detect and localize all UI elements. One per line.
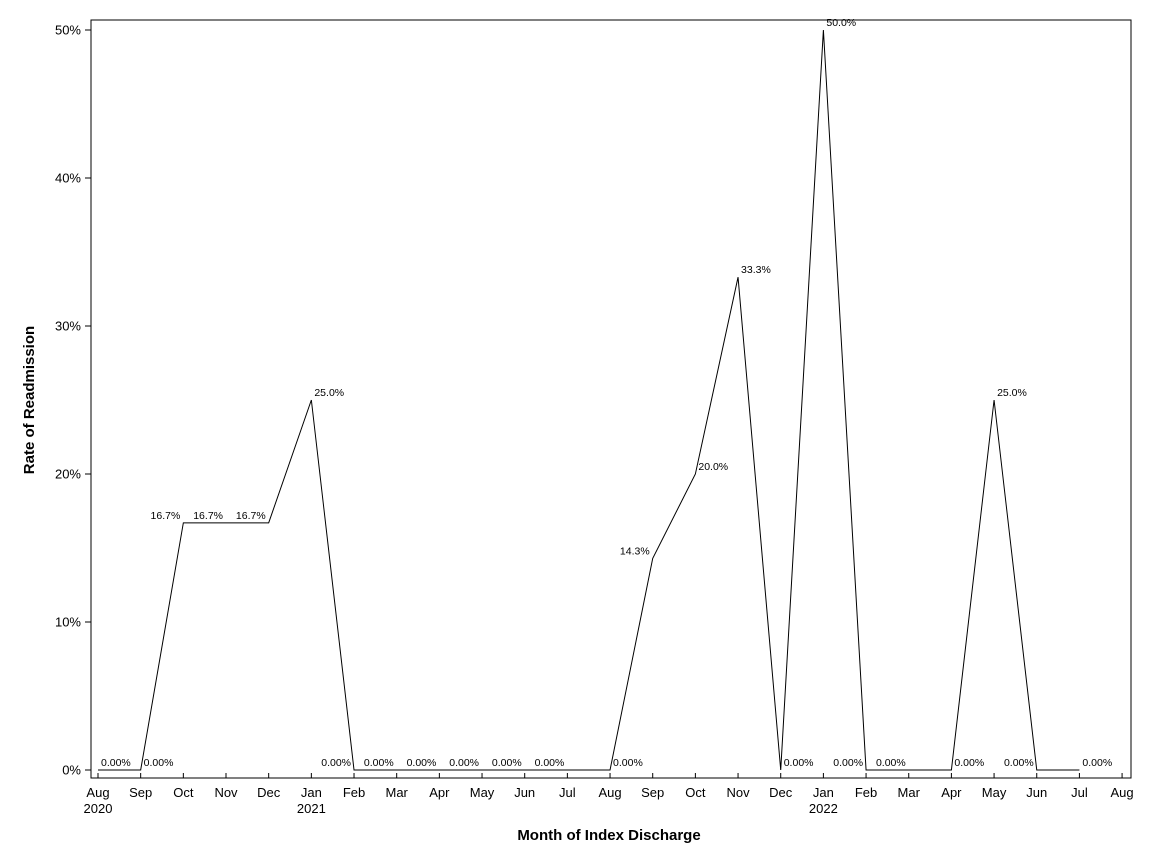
data-point-label: 0.00% [492, 757, 522, 769]
plot-frame [90, 19, 1132, 779]
data-point-label: 0.00% [1004, 757, 1034, 769]
x-tick-year-label: 2021 [297, 801, 326, 816]
y-tick-label: 10% [55, 615, 81, 630]
x-tick-label: Mar [385, 785, 408, 800]
x-tick-label: May [470, 785, 495, 800]
x-tick-label: Aug [1111, 785, 1134, 800]
data-point-label: 0.00% [321, 757, 351, 769]
data-point-label: 16.7% [151, 510, 181, 522]
data-point-label: 0.00% [876, 757, 906, 769]
data-point-label: 16.7% [236, 510, 266, 522]
x-tick-label: Jun [514, 785, 535, 800]
data-point-label: 25.0% [997, 387, 1027, 399]
x-tick-label: May [982, 785, 1007, 800]
x-tick-label: Jul [1071, 785, 1088, 800]
x-tick-label: Nov [726, 785, 750, 800]
x-tick-label: Dec [769, 785, 793, 800]
data-point-label: 0.00% [954, 757, 984, 769]
x-tick-label: Jan [301, 785, 322, 800]
data-point-label: 20.0% [698, 461, 728, 473]
data-point-label: 50.0% [826, 17, 856, 29]
x-tick-label: Apr [941, 785, 962, 800]
data-point-label: 0.00% [449, 757, 479, 769]
x-axis-title: Month of Index Discharge [517, 827, 700, 844]
data-point-label: 0.00% [535, 757, 565, 769]
data-point-label: 0.00% [407, 757, 437, 769]
x-tick-label: Sep [129, 785, 152, 800]
x-tick-label: Feb [343, 785, 365, 800]
x-tick-label: Aug [86, 785, 109, 800]
x-tick-label: Oct [685, 785, 706, 800]
data-labels: 0.00% 0.00% 16.7% 16.7% 16.7% 25.0% 0.00% 0.00%… [101, 17, 1112, 769]
x-tick-year-label: 2020 [84, 801, 113, 816]
x-tick-label: Jun [1026, 785, 1047, 800]
data-point-label: 16.7% [193, 510, 223, 522]
y-tick-label: 0% [62, 763, 81, 778]
x-tick-label: Jan [813, 785, 834, 800]
y-tick-label: 50% [55, 23, 81, 38]
x-tick-label: Aug [598, 785, 621, 800]
y-axis-title: Rate of Readmission [21, 326, 38, 474]
x-tick-label: Oct [173, 785, 194, 800]
data-point-label: 25.0% [314, 387, 344, 399]
data-point-label: 0.00% [784, 757, 814, 769]
y-tick-label: 30% [55, 319, 81, 334]
data-point-label: 0.00% [101, 757, 131, 769]
x-tick-label: Apr [429, 785, 450, 800]
x-tick-label: Sep [641, 785, 664, 800]
x-tick-label: Nov [214, 785, 238, 800]
series-line [98, 29, 1080, 771]
data-point-label: 14.3% [620, 545, 650, 557]
x-tick-label: Feb [855, 785, 877, 800]
x-tick-label: Jul [559, 785, 576, 800]
data-point-label: 0.00% [364, 757, 394, 769]
y-axis: 0% 10% 20% 30% 40% 50% [55, 23, 91, 778]
x-tick-label: Mar [898, 785, 921, 800]
x-tick-year-label: 2022 [809, 801, 838, 816]
data-point-label: 33.3% [741, 264, 771, 276]
data-point-label: 0.00% [613, 757, 643, 769]
y-tick-label: 40% [55, 171, 81, 186]
x-tick-label: Dec [257, 785, 281, 800]
data-point-label: 0.00% [1082, 757, 1112, 769]
data-point-label: 0.00% [833, 757, 863, 769]
y-tick-label: 20% [55, 467, 81, 482]
data-point-label: 0.00% [144, 757, 174, 769]
